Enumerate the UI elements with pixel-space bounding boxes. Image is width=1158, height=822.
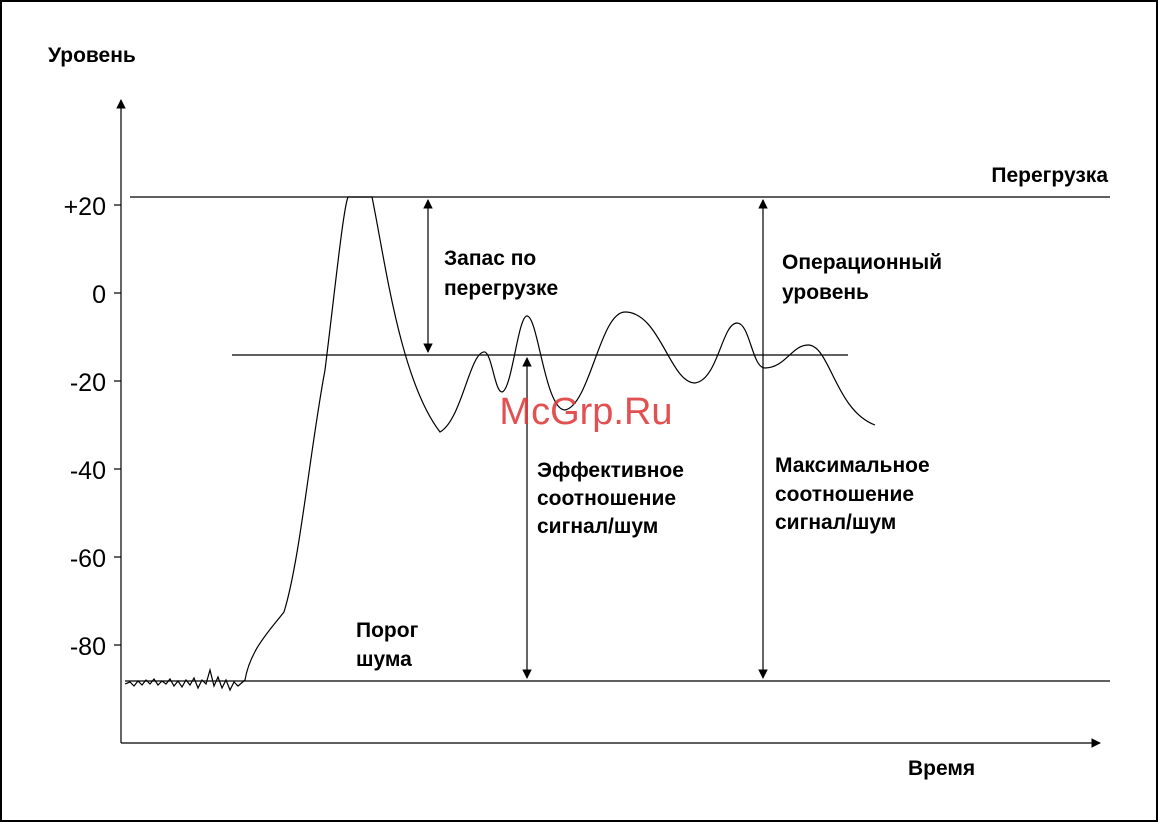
operating-label: Операционный [782,251,942,274]
noise-floor-label: Порог [356,619,419,642]
effective-snr-label: Эффективное [537,459,684,482]
x-axis-label: Время [908,757,975,780]
y-axis-label: Уровень [48,44,136,67]
max-snr-label: Максимальное [775,454,930,477]
y-tick-label: -80 [70,633,106,661]
effective-snr-label: сигнал/шум [537,515,658,538]
y-tick-label: 0 [92,281,106,309]
y-tick-label: -40 [70,457,106,485]
max-snr-label: сигнал/шум [775,511,896,534]
effective-snr-label: соотношение [537,487,676,510]
y-tick-label: +20 [64,193,106,221]
overload-label: Перегрузка [991,164,1108,187]
noise-floor-label: шума [356,648,412,671]
headroom-label: перегрузке [444,277,558,300]
watermark: McGrp.Ru [499,391,672,433]
y-tick-label: -60 [70,545,106,573]
operating-label: уровень [782,281,869,304]
max-snr-label: соотношение [775,483,914,506]
y-ticks: +20 0 -20 -40 -60 -80 [64,193,121,661]
signal-curve [124,196,876,692]
y-tick-label: -20 [70,369,106,397]
headroom-label: Запас по [444,247,536,270]
